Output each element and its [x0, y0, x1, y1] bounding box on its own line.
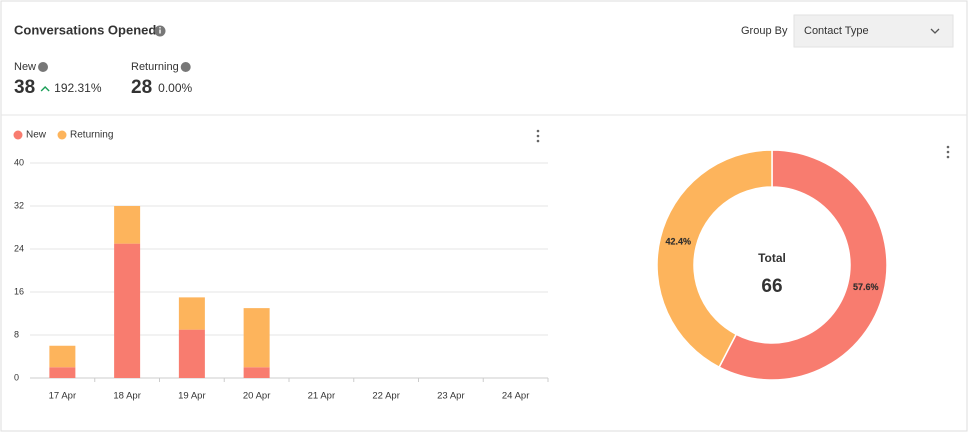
bar-segment — [114, 206, 141, 244]
bar-segment — [114, 243, 141, 378]
donut-segment — [656, 149, 773, 369]
x-tick-label: 24 Apr — [502, 391, 529, 402]
group-by-label: Group By — [741, 25, 788, 37]
bar-segment — [49, 345, 76, 368]
bar-segment — [178, 297, 205, 330]
x-tick-label: 23 Apr — [437, 391, 464, 402]
kpi-value: 28 — [131, 77, 152, 98]
x-tick-label: 17 Apr — [49, 391, 76, 402]
kebab-menu[interactable] — [536, 129, 540, 143]
bar-segment — [178, 329, 205, 378]
kpi-change: 192.31% — [54, 81, 102, 95]
group-by-value: Contact Type — [804, 25, 869, 37]
legend-label: New — [26, 130, 47, 141]
legend-swatch — [57, 130, 67, 140]
kpi-label: Returning — [131, 61, 179, 73]
x-tick-label: 21 Apr — [308, 391, 335, 402]
group-by-select[interactable] — [793, 14, 954, 48]
x-tick-label: 19 Apr — [178, 391, 205, 402]
legend-swatch — [13, 130, 23, 140]
y-tick-label: 8 — [14, 329, 19, 339]
bar-segment — [243, 367, 270, 378]
center-label: Total — [758, 251, 786, 265]
info-icon-dot — [159, 27, 161, 29]
trend-up-icon — [40, 86, 50, 92]
kpi-value: 38 — [14, 77, 35, 98]
y-tick-label: 16 — [14, 286, 24, 296]
donut-label: 42.4% — [665, 237, 691, 247]
y-tick-label: 0 — [14, 372, 19, 382]
help-icon — [38, 62, 49, 72]
center-value: 66 — [761, 276, 782, 297]
y-tick-label: 32 — [14, 200, 24, 210]
x-tick-label: 18 Apr — [113, 391, 140, 402]
legend-label: Returning — [70, 130, 113, 141]
bar-segment — [243, 308, 270, 368]
x-tick-label: 20 Apr — [243, 391, 270, 402]
x-tick-label: 22 Apr — [372, 391, 399, 402]
kpi-label: New — [14, 61, 36, 73]
bar-segment — [49, 367, 76, 378]
help-icon — [180, 62, 191, 72]
donut-segment — [718, 149, 888, 381]
kebab-menu[interactable] — [946, 145, 950, 159]
y-tick-label: 24 — [14, 243, 24, 253]
chevron — [930, 28, 940, 34]
donut-label: 57.6% — [853, 282, 879, 292]
title: Conversations Opened — [14, 22, 156, 37]
kpi-change: 0.00% — [158, 81, 192, 95]
info-icon-glyph — [159, 29, 161, 34]
y-tick-label: 40 — [14, 157, 24, 167]
